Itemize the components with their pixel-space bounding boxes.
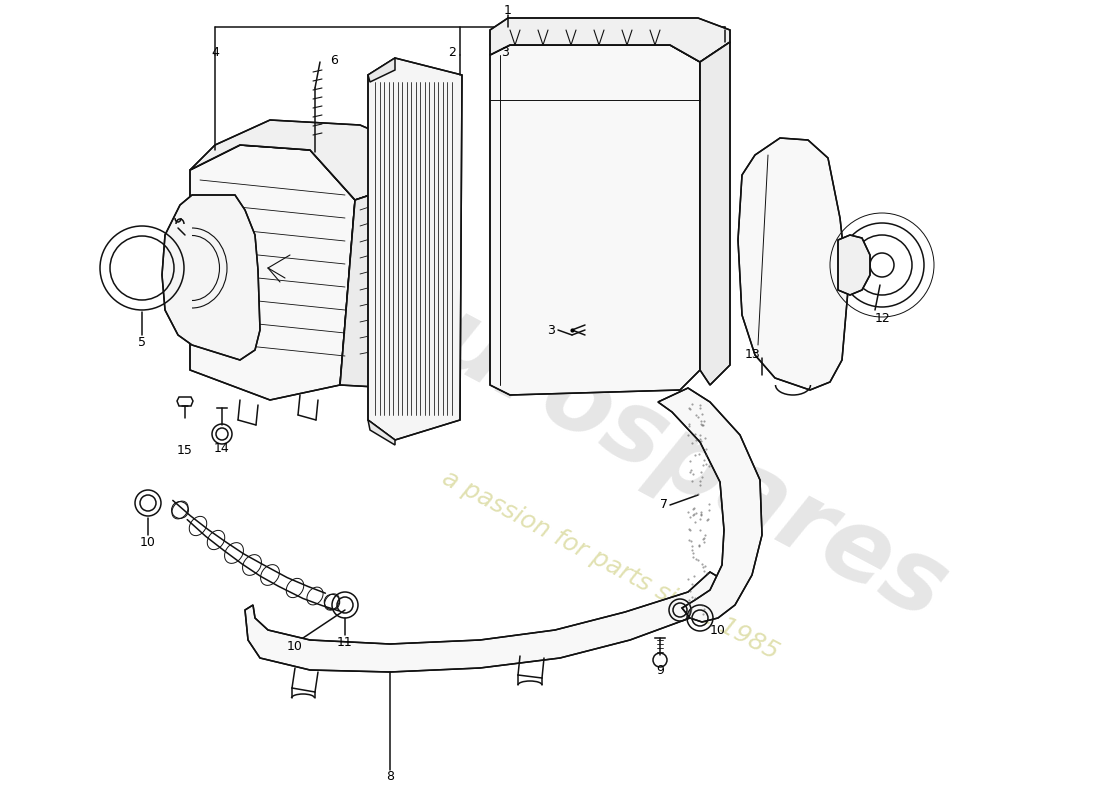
Text: 15: 15 — [177, 443, 192, 457]
Polygon shape — [190, 120, 430, 200]
Text: eurospares: eurospares — [358, 258, 962, 642]
Text: 3: 3 — [500, 46, 509, 58]
Polygon shape — [700, 42, 730, 385]
Text: 4: 4 — [211, 46, 219, 58]
Polygon shape — [490, 18, 730, 62]
Text: 2: 2 — [448, 46, 456, 58]
Text: 8: 8 — [386, 770, 394, 782]
Polygon shape — [368, 420, 395, 445]
Text: 11: 11 — [337, 635, 353, 649]
Text: 12: 12 — [874, 311, 891, 325]
Polygon shape — [162, 195, 260, 360]
Polygon shape — [340, 175, 446, 390]
Text: 10: 10 — [140, 535, 156, 549]
Text: a passion for parts since 1985: a passion for parts since 1985 — [438, 466, 782, 664]
Polygon shape — [368, 58, 395, 82]
Polygon shape — [190, 145, 355, 400]
Text: 14: 14 — [214, 442, 230, 454]
Text: 3: 3 — [547, 323, 556, 337]
Text: 13: 13 — [745, 349, 760, 362]
Text: 7: 7 — [660, 498, 668, 511]
Text: 6: 6 — [330, 54, 338, 66]
Polygon shape — [658, 388, 762, 622]
Polygon shape — [368, 58, 462, 440]
Text: 10: 10 — [287, 641, 303, 654]
Polygon shape — [738, 138, 848, 390]
Text: 1: 1 — [504, 5, 512, 18]
Polygon shape — [838, 235, 870, 295]
Text: 5: 5 — [138, 335, 146, 349]
Polygon shape — [245, 572, 720, 672]
Polygon shape — [490, 45, 700, 395]
Text: 9: 9 — [656, 663, 664, 677]
Text: 10: 10 — [710, 623, 726, 637]
